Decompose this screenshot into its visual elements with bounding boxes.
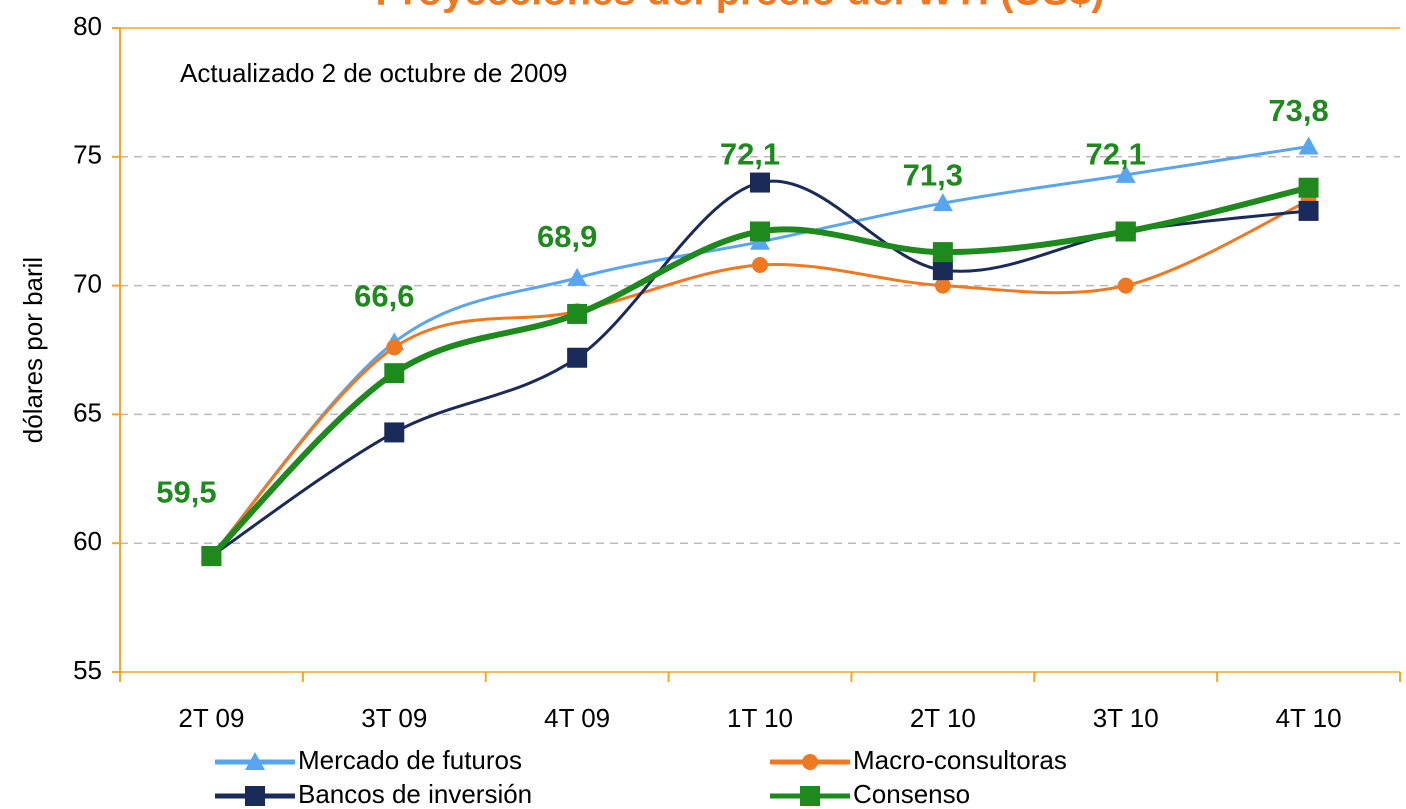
x-tick-label: 4T 10 — [1276, 703, 1342, 733]
legend-label: Mercado de futuros — [298, 745, 522, 775]
point — [932, 260, 953, 281]
legend-label: Consenso — [853, 779, 970, 809]
point — [1117, 277, 1134, 294]
point — [384, 422, 405, 443]
point — [567, 347, 588, 368]
point — [750, 221, 770, 242]
value-label: 68,9 — [537, 219, 597, 254]
legend-marker — [245, 752, 265, 770]
y-tick-label: 70 — [73, 268, 102, 298]
annotation: Actualizado 2 de octubre de 2009 — [180, 58, 567, 88]
chart-title: Proyecciones del precio del WTI (US$) — [375, 0, 1104, 14]
y-axis-label: dólares por baril — [18, 257, 48, 443]
value-label: 72,1 — [1086, 137, 1146, 172]
y-tick-label: 80 — [73, 11, 102, 41]
point — [1298, 200, 1319, 221]
point — [932, 242, 953, 263]
y-tick-label: 55 — [73, 655, 102, 685]
value-label: 71,3 — [903, 157, 963, 192]
x-tick-label: 4T 09 — [544, 703, 610, 733]
value-label: 59,5 — [156, 474, 216, 509]
legend-marker — [800, 786, 820, 806]
point — [1298, 177, 1319, 198]
value-label: 73,8 — [1268, 93, 1328, 128]
x-tick-label: 3T 09 — [361, 703, 427, 733]
y-tick-label: 75 — [73, 140, 102, 170]
point — [386, 339, 403, 356]
point — [567, 267, 588, 286]
point — [201, 546, 222, 567]
point — [752, 256, 768, 273]
series-line — [210, 199, 1310, 558]
x-tick-label: 1T 10 — [727, 703, 793, 733]
value-label: 66,6 — [354, 278, 414, 313]
y-tick-label: 65 — [73, 397, 102, 427]
series-line — [210, 145, 1309, 558]
x-tick-label: 3T 10 — [1093, 703, 1159, 733]
point — [1115, 221, 1136, 242]
point — [1115, 164, 1136, 183]
x-tick-label: 2T 09 — [178, 703, 244, 733]
value-label: 72,1 — [720, 137, 780, 172]
point — [934, 277, 951, 294]
legend-label: Bancos de inversión — [298, 779, 532, 809]
legend-label: Macro-consultoras — [853, 745, 1067, 775]
point — [932, 193, 953, 212]
x-tick-label: 2T 10 — [910, 703, 976, 733]
point — [750, 172, 770, 193]
point — [384, 363, 405, 384]
point — [1298, 136, 1319, 155]
legend-marker — [802, 754, 818, 770]
y-tick-label: 60 — [73, 526, 102, 556]
point — [567, 303, 588, 324]
legend-marker — [245, 786, 265, 806]
